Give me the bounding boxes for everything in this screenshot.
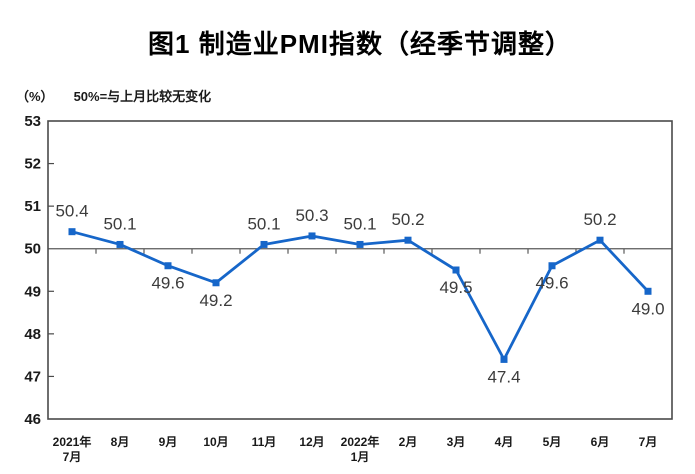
chart-title: 图1 制造业PMI指数（经季节调整） xyxy=(148,29,572,59)
data-point-marker xyxy=(644,287,652,295)
y-axis-label: 50 xyxy=(24,241,41,258)
x-axis-label: 8月 xyxy=(111,435,130,449)
x-axis-label: 10月 xyxy=(203,435,228,449)
data-label: 49.5 xyxy=(439,278,472,297)
data-point-marker xyxy=(356,240,364,248)
data-point-marker xyxy=(212,279,220,287)
data-point-marker xyxy=(68,228,76,236)
x-axis-label: 6月 xyxy=(591,435,610,449)
y-axis-label: 53 xyxy=(24,113,41,130)
data-label: 50.3 xyxy=(295,206,328,225)
x-axis-label: 9月 xyxy=(159,435,178,449)
x-axis-label: 7月 xyxy=(639,435,658,449)
data-label: 49.2 xyxy=(199,291,232,310)
data-point-marker xyxy=(404,236,412,244)
y-axis-unit-label: （%） xyxy=(16,89,54,104)
x-axis-label: 3月 xyxy=(447,435,466,449)
y-axis-label: 48 xyxy=(24,326,41,343)
data-label: 49.6 xyxy=(535,274,568,293)
data-point-marker xyxy=(164,262,172,270)
data-label: 50.4 xyxy=(55,202,88,221)
y-axis-label: 51 xyxy=(24,198,41,215)
y-axis-label: 46 xyxy=(24,411,41,428)
x-axis-label: 5月 xyxy=(543,435,562,449)
data-label: 50.1 xyxy=(247,214,280,233)
reference-note: 50%=与上月比较无变化 xyxy=(73,89,212,104)
x-axis-label: 2021年 7月 xyxy=(53,434,92,464)
data-point-marker xyxy=(308,232,316,240)
x-axis-label: 12月 xyxy=(299,435,324,449)
data-label: 50.1 xyxy=(343,214,376,233)
data-label: 50.1 xyxy=(103,214,136,233)
x-axis-label: 4月 xyxy=(495,435,514,449)
data-label: 50.2 xyxy=(583,210,616,229)
data-point-marker xyxy=(500,355,508,363)
data-point-marker xyxy=(596,236,604,244)
data-point-marker xyxy=(260,240,268,248)
data-label: 49.0 xyxy=(631,299,664,318)
y-axis-label: 47 xyxy=(24,368,41,385)
data-point-marker xyxy=(452,266,460,274)
data-label: 50.2 xyxy=(391,210,424,229)
y-axis-label: 49 xyxy=(24,283,41,300)
x-axis-label: 2月 xyxy=(399,435,418,449)
chart-subtitle: （%） 50%=与上月比较无变化 xyxy=(16,86,211,105)
data-point-marker xyxy=(548,262,556,270)
data-point-marker xyxy=(116,240,124,248)
pmi-line xyxy=(71,230,650,361)
x-axis-label: 11月 xyxy=(252,435,277,449)
data-label: 49.6 xyxy=(151,274,184,293)
x-axis-label: 2022年 1月 xyxy=(341,434,380,464)
y-axis-label: 52 xyxy=(24,156,41,173)
data-label: 47.4 xyxy=(487,367,520,386)
plot-border xyxy=(47,120,673,420)
